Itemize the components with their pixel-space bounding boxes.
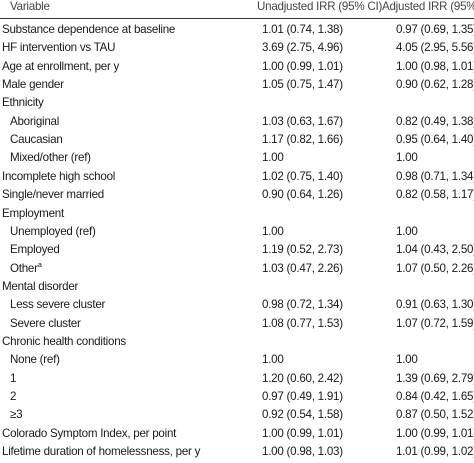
unadjusted-value: 1.08 (0.77, 1.53) — [262, 316, 343, 330]
unadjusted-value: 1.01 (0.74, 1.38) — [262, 23, 343, 36]
table-row: Chronic health conditions — [0, 332, 474, 353]
unadjusted-value: 0.92 (0.54, 1.58) — [262, 408, 343, 422]
row-label: Substance dependence at baseline — [2, 23, 176, 36]
row-label: Colorado Symptom Index, per point — [2, 426, 177, 440]
table-row: Mental disorder — [0, 277, 474, 298]
table-row: Othera 1.03 (0.47, 2.26) 1.07 (0.50, 2.26) — [0, 259, 474, 280]
adjusted-value: 1.00 — [396, 224, 418, 238]
unadjusted-value: 1.02 (0.75, 1.40) — [262, 169, 343, 183]
row-label: Severe cluster — [10, 316, 81, 330]
table-row: Incomplete high school 1.02 (0.75, 1.40) 0… — [0, 167, 474, 188]
table-row: Lifetime duration of homelessness, per y… — [0, 442, 474, 463]
unadjusted-value: 1.03 (0.47, 2.26) — [262, 261, 343, 275]
row-label: Unemployed (ref) — [10, 224, 96, 238]
table-row: Age at enrollment, per y 1.00 (0.99, 1.01… — [0, 57, 474, 78]
adjusted-value: 1.07 (0.50, 2.26) — [396, 261, 474, 275]
adjusted-value: 1.39 (0.69, 2.79) — [396, 371, 474, 385]
table-row: Ethnicity — [0, 93, 474, 114]
table-row: Aboriginal 1.03 (0.63, 1.67) 0.82 (0.49, 1… — [0, 112, 474, 133]
table-row: HF intervention vs TAU 3.69 (2.75, 4.96) 4… — [0, 38, 474, 59]
row-label: Age at enrollment, per y — [2, 59, 120, 73]
row-label: Incomplete high school — [2, 169, 116, 183]
unadjusted-value: 1.00 — [262, 353, 284, 367]
row-label: Chronic health conditions — [2, 334, 126, 348]
adjusted-value: 0.95 (0.64, 1.40) — [396, 133, 474, 147]
unadjusted-value: 0.98 (0.72, 1.34) — [262, 298, 343, 312]
unadjusted-value: 0.97 (0.49, 1.91) — [262, 390, 343, 403]
row-label: Aboriginal — [10, 114, 60, 128]
header-adjusted: Adjusted IRR (95% CI) — [382, 0, 474, 13]
adjusted-value: 0.84 (0.42, 1.65) — [396, 390, 474, 403]
table-row: 2 0.97 (0.49, 1.91) 0.84 (0.42, 1.65) — [0, 387, 474, 408]
unadjusted-value: 1.19 (0.52, 2.73) — [262, 243, 343, 257]
row-label: 1 — [10, 371, 17, 385]
row-label: Mental disorder — [2, 279, 79, 293]
row-label: Lifetime duration of homelessness, per y — [2, 445, 201, 459]
row-label: HF intervention vs TAU — [2, 41, 116, 55]
table-row: Caucasian 1.17 (0.82, 1.66) 0.95 (0.64, 1.… — [0, 130, 474, 151]
adjusted-value: 1.00 (0.98, 1.01) — [396, 59, 474, 73]
unadjusted-value: 1.00 (0.99, 1.01) — [262, 59, 343, 73]
adjusted-value: 1.00 (0.99, 1.01) — [396, 426, 474, 440]
row-label: Caucasian — [10, 133, 63, 147]
adjusted-value: 0.90 (0.62, 1.28) — [396, 78, 474, 92]
adjusted-value: 1.00 — [396, 151, 418, 165]
table-row: Employment — [0, 204, 474, 225]
row-label: 2 — [10, 390, 17, 403]
table-row: Employed 1.19 (0.52, 2.73) 1.04 (0.43, 2.5… — [0, 240, 474, 261]
table-row: None (ref) 1.00 1.00 — [0, 350, 474, 371]
table-row: Colorado Symptom Index, per point 1.00 (0… — [0, 424, 474, 445]
adjusted-value: 0.82 (0.58, 1.17) — [396, 188, 474, 202]
adjusted-value: 0.91 (0.63, 1.30) — [396, 298, 474, 312]
row-label: Employed — [10, 243, 60, 257]
header-unadjusted: Unadjusted IRR (95% CI) — [257, 0, 383, 13]
unadjusted-value: 0.90 (0.64, 1.26) — [262, 188, 343, 202]
table-row: Severe cluster 1.08 (0.77, 1.53) 1.07 (0.7… — [0, 314, 474, 335]
row-label: Single/never married — [2, 188, 104, 202]
row-label: Ethnicity — [2, 96, 44, 110]
adjusted-value: 1.00 — [396, 353, 418, 367]
table-row: Unemployed (ref) 1.00 1.00 — [0, 222, 474, 243]
row-label: Male gender — [2, 78, 64, 92]
unadjusted-value: 1.17 (0.82, 1.66) — [262, 133, 343, 147]
row-label: Othera — [10, 259, 42, 275]
adjusted-value: 0.98 (0.71, 1.34) — [396, 169, 474, 183]
row-label: Less severe cluster — [10, 298, 106, 312]
header-rule — [0, 18, 474, 19]
adjusted-value: 0.97 (0.69, 1.35) — [396, 23, 474, 36]
table-header: Variable Unadjusted IRR (95% CI) Adjuste… — [0, 0, 474, 18]
table-row: ≥3 0.92 (0.54, 1.58) 0.87 (0.50, 1.52) — [0, 405, 474, 426]
table-row: Mixed/other (ref) 1.00 1.00 — [0, 148, 474, 169]
table-row: Male gender 1.05 (0.75, 1.47) 0.90 (0.62, … — [0, 75, 474, 96]
row-label: Employment — [2, 206, 64, 220]
row-label: ≥3 — [10, 408, 23, 422]
unadjusted-value: 1.00 (0.98, 1.03) — [262, 445, 343, 459]
adjusted-value: 1.04 (0.43, 2.50) — [396, 243, 474, 257]
unadjusted-value: 1.20 (0.60, 2.42) — [262, 371, 343, 385]
adjusted-value: 0.87 (0.50, 1.52) — [396, 408, 474, 422]
adjusted-value: 0.82 (0.49, 1.38) — [396, 114, 474, 128]
unadjusted-value: 1.00 — [262, 224, 284, 238]
adjusted-value: 1.07 (0.72, 1.59) — [396, 316, 474, 330]
header-variable: Variable — [10, 0, 50, 13]
adjusted-value: 4.05 (2.95, 5.56) — [396, 41, 474, 55]
unadjusted-value: 1.00 — [262, 151, 284, 165]
row-label: None (ref) — [10, 353, 60, 367]
table-row: Less severe cluster 0.98 (0.72, 1.34) 0.91… — [0, 295, 474, 316]
unadjusted-value: 1.00 (0.99, 1.01) — [262, 426, 343, 440]
unadjusted-value: 1.05 (0.75, 1.47) — [262, 78, 343, 92]
adjusted-value: 1.01 (0.99, 1.02) — [396, 445, 474, 459]
footnote-marker: a — [37, 259, 42, 269]
table-row: Substance dependence at baseline 1.01 (0.… — [0, 20, 474, 41]
unadjusted-value: 1.03 (0.63, 1.67) — [262, 114, 343, 128]
row-label: Mixed/other (ref) — [10, 151, 91, 165]
table-row: 1 1.20 (0.60, 2.42) 1.39 (0.69, 2.79) — [0, 369, 474, 390]
unadjusted-value: 3.69 (2.75, 4.96) — [262, 41, 343, 55]
table-row: Single/never married 0.90 (0.64, 1.26) 0.8… — [0, 185, 474, 206]
